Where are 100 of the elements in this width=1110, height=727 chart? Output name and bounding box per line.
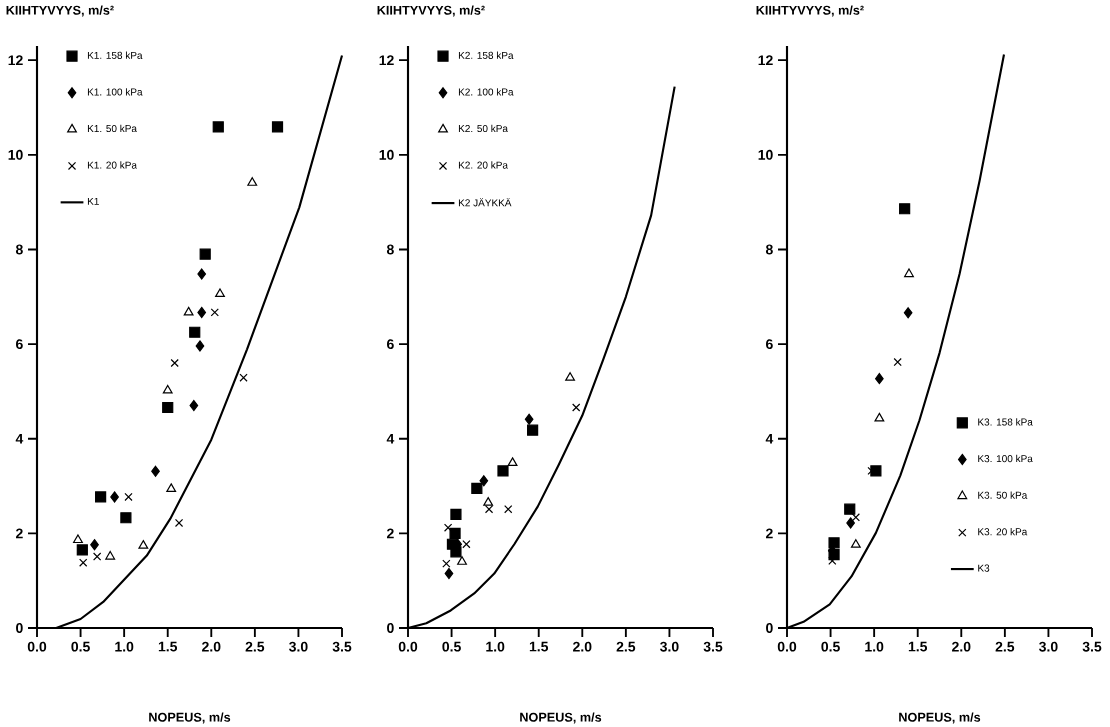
point bbox=[174, 518, 184, 528]
point bbox=[110, 491, 119, 503]
point bbox=[124, 492, 133, 502]
legend-label: K3. 158 kPa bbox=[978, 418, 1033, 426]
x-axis-title: NOPEUS, m/s bbox=[520, 712, 602, 724]
legend-label: K3 bbox=[978, 564, 990, 572]
x-tick-label: 1.0 bbox=[486, 641, 505, 652]
y-tick-label: 0 bbox=[16, 623, 23, 633]
point bbox=[271, 121, 284, 133]
x-tick-label: 3.5 bbox=[1082, 641, 1102, 652]
point bbox=[572, 403, 581, 412]
point bbox=[442, 559, 451, 568]
x-axis-title: NOPEUS, m/s bbox=[899, 712, 981, 724]
point bbox=[212, 121, 224, 133]
y-tick-label: 2 bbox=[15, 528, 23, 539]
legend-label: K2 JÄYKKÄ bbox=[458, 197, 512, 207]
point bbox=[899, 203, 911, 215]
x-tick-label: 3.0 bbox=[1039, 641, 1058, 652]
y-tick-label: 12 bbox=[379, 55, 394, 66]
point bbox=[904, 268, 914, 278]
point bbox=[828, 537, 840, 549]
y-tick-label: 0 bbox=[766, 623, 773, 633]
point bbox=[138, 540, 149, 549]
y-tick-label: 8 bbox=[15, 244, 23, 255]
point bbox=[197, 268, 207, 280]
x-tick-label: 2.5 bbox=[245, 641, 265, 652]
y-tick-label: 12 bbox=[8, 55, 23, 66]
point bbox=[874, 412, 885, 422]
point bbox=[497, 465, 509, 477]
y-tick-label: 4 bbox=[15, 433, 24, 444]
x-tick-label: 2.0 bbox=[573, 641, 592, 652]
legend-label: K1 bbox=[87, 197, 99, 205]
point bbox=[444, 567, 454, 580]
legend-label: K1. 20 kPa bbox=[87, 161, 137, 169]
point bbox=[565, 372, 576, 381]
point bbox=[457, 556, 467, 565]
x-tick-label: 1.5 bbox=[158, 641, 178, 652]
point bbox=[851, 513, 860, 522]
y-tick-label: 2 bbox=[765, 528, 773, 539]
point bbox=[215, 288, 225, 298]
point bbox=[166, 483, 177, 492]
legend-label: K2. 20 kPa bbox=[458, 161, 508, 169]
x-tick-label: 0.0 bbox=[27, 641, 47, 652]
x-tick-label: 1.0 bbox=[115, 641, 134, 652]
x-tick-label: 2.0 bbox=[952, 641, 971, 652]
x-tick-label: 3.5 bbox=[332, 641, 352, 652]
y-tick-label: 10 bbox=[8, 149, 23, 160]
y-tick-label: 0 bbox=[387, 623, 394, 633]
point bbox=[183, 306, 194, 316]
x-tick-label: 2.5 bbox=[995, 641, 1015, 652]
legend-label: K3. 50 kPa bbox=[978, 491, 1028, 499]
point bbox=[479, 475, 489, 487]
point bbox=[93, 552, 102, 561]
point bbox=[76, 544, 88, 556]
point bbox=[850, 539, 861, 548]
y-tick-label: 4 bbox=[386, 433, 395, 444]
point bbox=[449, 527, 461, 539]
point bbox=[189, 326, 201, 338]
y-axis-title: KIIHTYVYYS, m/s² bbox=[756, 5, 864, 17]
x-tick-label: 0.0 bbox=[398, 641, 418, 652]
x-axis-title: NOPEUS, m/s bbox=[149, 712, 231, 724]
point bbox=[210, 308, 219, 317]
point bbox=[73, 534, 83, 544]
legend-label: K2. 158 kPa bbox=[458, 51, 514, 59]
legend-label: K1. 100 kPa bbox=[87, 88, 143, 96]
x-tick-label: 0.5 bbox=[71, 641, 90, 652]
y-tick-label: 8 bbox=[765, 244, 773, 255]
point bbox=[195, 340, 205, 352]
point bbox=[443, 523, 453, 532]
x-tick-label: 1.5 bbox=[908, 641, 928, 652]
x-tick-label: 1.0 bbox=[865, 641, 884, 652]
point bbox=[875, 373, 884, 385]
x-tick-label: 0.5 bbox=[442, 641, 461, 652]
legend-label: K3. 20 kPa bbox=[978, 528, 1028, 536]
x-tick-label: 3.0 bbox=[660, 641, 679, 652]
point bbox=[462, 540, 471, 549]
point bbox=[247, 177, 258, 186]
point bbox=[90, 539, 99, 551]
point bbox=[828, 556, 837, 565]
y-tick-label: 10 bbox=[758, 149, 773, 160]
x-tick-label: 2.0 bbox=[202, 641, 221, 652]
point bbox=[527, 424, 539, 436]
point bbox=[844, 503, 856, 515]
point bbox=[471, 482, 483, 494]
point bbox=[903, 307, 913, 319]
point bbox=[151, 465, 160, 477]
point bbox=[846, 517, 855, 529]
y-tick-label: 8 bbox=[386, 244, 394, 255]
legend-label: K2. 100 kPa bbox=[458, 88, 514, 96]
y-tick-label: 6 bbox=[766, 339, 773, 350]
point bbox=[170, 358, 179, 368]
legend-label: K3. 100 kPa bbox=[978, 454, 1033, 463]
point bbox=[504, 505, 513, 514]
y-tick-label: 10 bbox=[379, 149, 394, 160]
point bbox=[450, 508, 462, 521]
x-tick-label: 2.5 bbox=[616, 641, 636, 652]
x-tick-label: 3.0 bbox=[289, 641, 308, 652]
point bbox=[162, 401, 174, 414]
point bbox=[524, 413, 534, 425]
y-tick-label: 4 bbox=[765, 433, 774, 444]
